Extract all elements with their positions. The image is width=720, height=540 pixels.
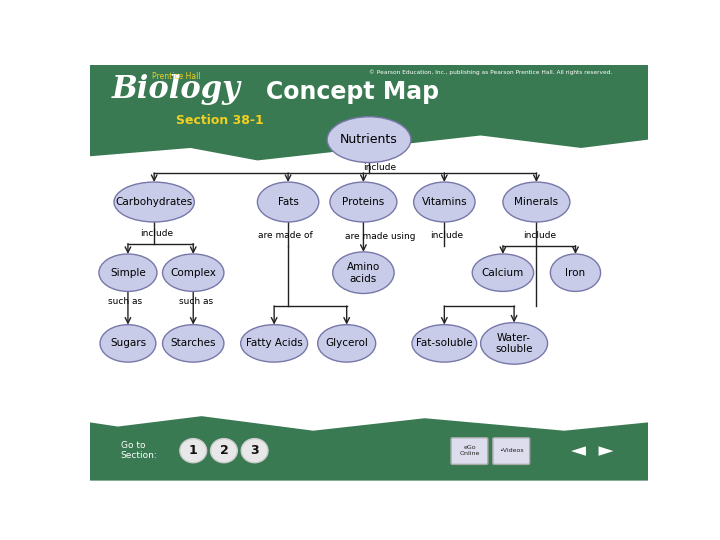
Ellipse shape bbox=[258, 182, 319, 222]
Text: include: include bbox=[523, 231, 556, 240]
Text: Starches: Starches bbox=[171, 339, 216, 348]
Ellipse shape bbox=[241, 438, 268, 463]
Text: such as: such as bbox=[179, 298, 213, 306]
Text: Biology: Biology bbox=[112, 74, 241, 105]
Ellipse shape bbox=[503, 182, 570, 222]
Ellipse shape bbox=[333, 252, 394, 293]
Text: Concept Map: Concept Map bbox=[266, 80, 439, 104]
Text: Vitamins: Vitamins bbox=[421, 197, 467, 207]
Text: such as: such as bbox=[108, 298, 143, 306]
Text: Water-
soluble: Water- soluble bbox=[495, 333, 533, 354]
Ellipse shape bbox=[480, 322, 547, 364]
Text: Fats: Fats bbox=[278, 197, 299, 207]
Text: ◄  ►: ◄ ► bbox=[571, 441, 613, 460]
Ellipse shape bbox=[472, 254, 534, 292]
PathPatch shape bbox=[90, 416, 648, 481]
Ellipse shape bbox=[330, 182, 397, 222]
Text: include: include bbox=[140, 229, 174, 238]
Ellipse shape bbox=[99, 254, 157, 292]
Ellipse shape bbox=[412, 325, 477, 362]
Text: 1: 1 bbox=[189, 444, 197, 457]
Text: Iron: Iron bbox=[565, 268, 585, 278]
Text: Go to
Section:: Go to Section: bbox=[121, 441, 158, 461]
Ellipse shape bbox=[114, 182, 194, 222]
FancyBboxPatch shape bbox=[493, 438, 530, 464]
Text: include: include bbox=[364, 163, 397, 172]
Ellipse shape bbox=[210, 438, 238, 463]
Text: are made using: are made using bbox=[345, 232, 415, 241]
Text: Amino
acids: Amino acids bbox=[347, 262, 380, 284]
Text: Minerals: Minerals bbox=[514, 197, 559, 207]
Text: 2: 2 bbox=[220, 444, 228, 457]
Text: Carbohydrates: Carbohydrates bbox=[115, 197, 193, 207]
Ellipse shape bbox=[327, 117, 411, 163]
Text: Complex: Complex bbox=[171, 268, 216, 278]
Text: Calcium: Calcium bbox=[482, 268, 524, 278]
Ellipse shape bbox=[163, 254, 224, 292]
Ellipse shape bbox=[413, 182, 475, 222]
Text: are made of: are made of bbox=[258, 231, 312, 240]
Text: Glycerol: Glycerol bbox=[325, 339, 368, 348]
Text: include: include bbox=[431, 231, 464, 240]
Text: Prentice Hall: Prentice Hall bbox=[152, 72, 201, 81]
Ellipse shape bbox=[318, 325, 376, 362]
Text: Sugars: Sugars bbox=[110, 339, 146, 348]
Text: Fat-soluble: Fat-soluble bbox=[416, 339, 472, 348]
Text: •Videos: •Videos bbox=[499, 448, 523, 453]
Text: Fatty Acids: Fatty Acids bbox=[246, 339, 302, 348]
Ellipse shape bbox=[550, 254, 600, 292]
Text: Nutrients: Nutrients bbox=[340, 133, 398, 146]
Text: 3: 3 bbox=[251, 444, 259, 457]
Ellipse shape bbox=[163, 325, 224, 362]
Ellipse shape bbox=[180, 438, 207, 463]
Text: Proteins: Proteins bbox=[342, 197, 384, 207]
Text: © Pearson Education, Inc., publishing as Pearson Prentice Hall. All rights reser: © Pearson Education, Inc., publishing as… bbox=[369, 70, 613, 76]
Text: Simple: Simple bbox=[110, 268, 146, 278]
Ellipse shape bbox=[100, 325, 156, 362]
FancyBboxPatch shape bbox=[451, 438, 488, 464]
Ellipse shape bbox=[240, 325, 307, 362]
Text: eGo
Online: eGo Online bbox=[459, 446, 480, 456]
PathPatch shape bbox=[90, 65, 648, 160]
Text: Section 38-1: Section 38-1 bbox=[176, 114, 264, 127]
